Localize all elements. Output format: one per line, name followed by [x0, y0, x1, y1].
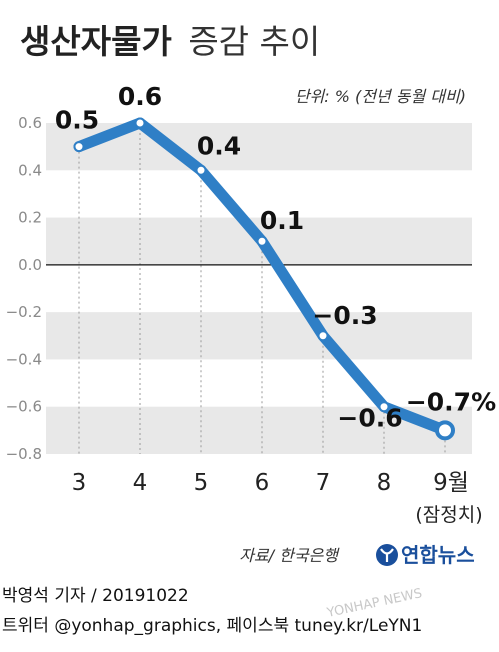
data-point: [195, 164, 207, 176]
data-point: [317, 330, 329, 342]
byline: 박영석 기자 / 20191022: [2, 586, 189, 606]
data-point: [73, 141, 85, 153]
y-tick-label: −0.4: [6, 350, 42, 368]
data-point: [435, 420, 455, 441]
data-label: 0.5: [55, 106, 99, 135]
guide-lines: [78, 123, 446, 454]
social-credit: 트위터 @yonhap_graphics, 페이스북 tuney.kr/LeYN…: [2, 616, 422, 636]
x-tick-label: 3: [72, 470, 87, 496]
data-label: −0.3: [312, 301, 377, 330]
x-tick-label: 9월: [433, 470, 469, 496]
x-tick-label: 4: [133, 470, 148, 496]
y-axis-ticks: 0.6 0.4 0.2 0.0 −0.2 −0.4 −0.6 −0.8: [6, 114, 42, 463]
grid-band: [46, 312, 472, 360]
source-note: 자료/ 한국은행: [239, 546, 340, 565]
data-points: [73, 117, 455, 441]
x-axis-ticks: 3 4 5 6 7 8 9월: [72, 470, 469, 496]
x-tick-label: 5: [194, 470, 209, 496]
y-tick-label: −0.6: [6, 398, 42, 416]
data-point: [134, 117, 146, 129]
data-label: −0.7%: [406, 387, 496, 416]
data-label: 0.4: [197, 131, 241, 160]
title-sub: 증감 추이: [188, 22, 320, 61]
x-tick-label: 6: [255, 470, 270, 496]
y-tick-label: −0.2: [6, 303, 42, 321]
yonhap-logo: 연합뉴스: [376, 543, 475, 567]
data-label: 0.6: [118, 82, 162, 111]
y-tick-label: 0.6: [18, 114, 42, 132]
data-point: [256, 235, 268, 247]
chart-title: 생산자물가 증감 추이: [20, 22, 320, 61]
logo-text: 연합뉴스: [401, 543, 475, 567]
data-point: [378, 401, 390, 413]
x-tick-label: 8: [377, 470, 392, 496]
logo-mark-icon: [380, 548, 394, 562]
unit-note: 단위: % (전년 동월 대비): [295, 87, 466, 106]
y-tick-label: 0.2: [18, 209, 42, 227]
y-tick-label: 0.4: [18, 161, 42, 179]
data-label: 0.1: [260, 206, 304, 235]
x-tick-label: 7: [316, 470, 331, 496]
data-label: −0.6: [337, 404, 402, 433]
title-main: 생산자물가: [20, 22, 172, 61]
data-labels: 0.5 0.6 0.4 0.1 −0.3 −0.6−0.7%: [55, 82, 496, 433]
y-tick-label: −0.8: [6, 445, 42, 463]
x-tick-note: (잠정치): [415, 504, 482, 526]
y-tick-label: 0.0: [18, 256, 42, 274]
